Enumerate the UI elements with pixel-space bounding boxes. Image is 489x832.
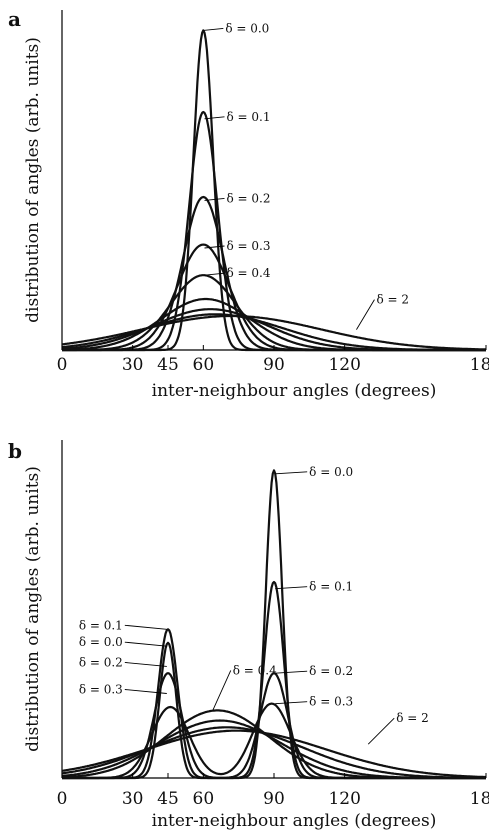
annotation-leader xyxy=(356,299,375,330)
annotation-label: δ = 0.3 xyxy=(227,239,271,253)
series-line-1 xyxy=(62,110,486,352)
annotation-leader xyxy=(124,662,167,667)
annotation-label: δ = 0.0 xyxy=(79,635,123,649)
series-line-2 xyxy=(62,195,486,352)
panel-letter: b xyxy=(8,439,22,463)
annotation-leader xyxy=(204,197,225,201)
annotation-label: δ = 0.3 xyxy=(79,683,123,697)
annotation-leader xyxy=(124,641,167,647)
x-axis-label: inter-neighbour angles (degrees) xyxy=(152,811,437,831)
x-tick-label: 90 xyxy=(263,789,285,809)
x-tick-label: 120 xyxy=(328,355,360,375)
series-line-2 xyxy=(62,672,486,780)
x-tick-label: 45 xyxy=(157,355,179,375)
annotation-leader xyxy=(204,272,225,276)
panel-letter: a xyxy=(8,7,21,31)
series-line-8 xyxy=(61,314,486,351)
x-tick-label: 0 xyxy=(57,789,68,809)
annotation-leader xyxy=(275,701,308,705)
annotation-label: δ = 0.4 xyxy=(227,266,271,280)
x-tick-label: 30 xyxy=(122,355,144,375)
series-line-0 xyxy=(62,469,486,780)
x-tick-label: 60 xyxy=(193,789,215,809)
annotation-leader xyxy=(212,670,232,711)
x-tick-label: 45 xyxy=(157,789,179,809)
annotation-label: δ = 2 xyxy=(376,293,409,307)
annotation-leader xyxy=(204,116,225,120)
annotation-leader xyxy=(275,586,308,590)
annotation-label: δ = 0.3 xyxy=(309,695,353,709)
annotation-leader xyxy=(124,689,167,694)
annotation-label: δ = 2 xyxy=(396,711,429,725)
x-axis-label: inter-neighbour angles (degrees) xyxy=(152,381,437,401)
x-tick-label: 90 xyxy=(263,355,285,375)
series-line-6 xyxy=(61,308,486,352)
x-tick-label: 120 xyxy=(328,789,360,809)
y-axis-label: distribution of angles (arb. units) xyxy=(23,466,43,752)
series-line-7 xyxy=(61,729,486,779)
annotation-label: δ = 0.2 xyxy=(227,191,271,205)
panel-b: b 0 30 45 60 90 120 180 inter-neighbour angles (… xyxy=(8,439,489,831)
annotation-label: δ = 0.0 xyxy=(225,21,269,35)
x-tick-label: 30 xyxy=(122,789,144,809)
x-tick-label: 180 xyxy=(470,355,489,375)
annotation-label: δ = 0.0 xyxy=(309,465,353,479)
panel-a: a 0 30 45 60 90 120 180 inter-neighbour angles (… xyxy=(8,7,489,401)
annotation-label: δ = 0.2 xyxy=(309,664,353,678)
annotation-leader xyxy=(367,717,395,745)
annotation-leader xyxy=(275,471,308,475)
annotation-label: δ = 0.1 xyxy=(309,580,353,594)
series-line-5 xyxy=(61,719,486,780)
annotation-leader xyxy=(275,670,308,674)
x-tick-label: 0 xyxy=(57,355,68,375)
series-line-7 xyxy=(61,313,486,352)
y-axis-label: distribution of angles (arb. units) xyxy=(23,37,43,323)
series-line-1 xyxy=(62,580,486,780)
annotation-label: δ = 0.4 xyxy=(233,663,277,677)
annotation-label: δ = 0.1 xyxy=(227,110,271,124)
annotation-leader xyxy=(203,27,224,31)
annotation-label: δ = 0.1 xyxy=(79,618,123,632)
annotation-leader xyxy=(204,245,225,249)
annotation-leader xyxy=(124,624,167,630)
series-line-0 xyxy=(62,29,486,352)
x-tick-label: 180 xyxy=(470,789,489,809)
x-tick-label: 60 xyxy=(193,355,215,375)
annotation-label: δ = 0.2 xyxy=(79,655,123,669)
